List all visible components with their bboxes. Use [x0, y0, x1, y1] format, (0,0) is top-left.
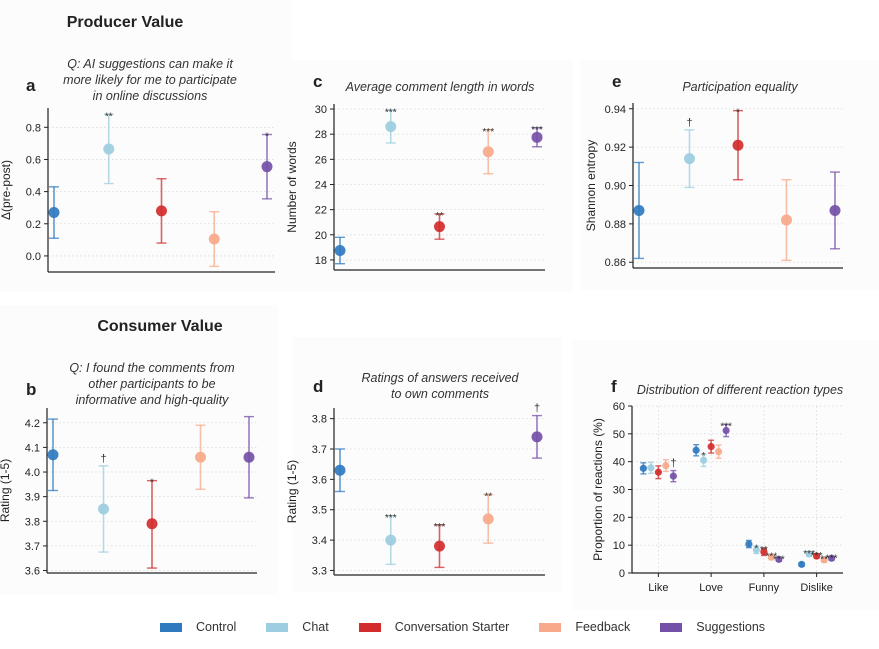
panel-title-line: to own comments	[391, 387, 489, 401]
legend-swatch	[660, 622, 683, 632]
panel-background-d	[292, 337, 562, 592]
panel-title-line: Q: I found the comments from	[69, 361, 235, 375]
panel-title-line: other participants to be	[88, 377, 216, 391]
legend-swatch	[160, 622, 182, 632]
panel-letter-e: e	[612, 72, 622, 91]
legend: Control Chat Conversation Starter Feedba…	[160, 620, 795, 634]
panel-title-line: more likely for me to participate	[63, 73, 237, 87]
legend-item-feedback: Feedback	[539, 620, 630, 634]
legend-item-conversation-starter: Conversation Starter	[358, 620, 510, 634]
panel-letter-d: d	[313, 377, 324, 396]
legend-item-control: Control	[160, 620, 236, 634]
legend-label: Conversation Starter	[394, 620, 510, 634]
producer-value-title: Producer Value	[66, 14, 184, 31]
panel-title-line: Ratings of answers received	[361, 371, 519, 385]
panel-background-producer	[0, 0, 292, 292]
legend-swatch	[266, 622, 289, 632]
panel-title-d: Ratings of answers received to own comme…	[350, 370, 530, 402]
panel-title-b: Q: I found the comments from other parti…	[62, 360, 242, 408]
legend-item-chat: Chat	[266, 620, 329, 634]
panel-background-e	[580, 60, 879, 290]
panel-letter-a: a	[26, 76, 36, 95]
consumer-value-title: Consumer Value	[97, 318, 223, 335]
panel-title-line: Q: AI suggestions can make it	[67, 57, 233, 71]
panel-title-f: Distribution of different reaction types	[630, 382, 850, 398]
panel-letter-b: b	[26, 380, 37, 399]
panel-title-line: in online discussions	[92, 89, 208, 103]
panel-title-a: Q: AI suggestions can make it more likel…	[60, 56, 240, 104]
legend-swatch	[358, 622, 381, 632]
panel-letter-c: c	[313, 72, 323, 91]
legend-item-suggestions: Suggestions	[660, 620, 765, 634]
panel-background-consumer	[0, 305, 278, 595]
panel-background-f	[572, 340, 879, 610]
legend-label: Control	[196, 620, 237, 634]
panel-title-c: Average comment length in words	[340, 79, 540, 95]
legend-label: Suggestions	[696, 620, 766, 634]
panel-title-line: informative and high-quality	[75, 393, 229, 407]
panel-title-line: Average comment length in words	[345, 80, 535, 94]
legend-label: Feedback	[575, 620, 631, 634]
legend-swatch	[539, 622, 562, 632]
panel-title-line: Participation equality	[682, 80, 798, 94]
panel-title-line: Distribution of different reaction types	[636, 383, 844, 397]
panel-title-e: Participation equality	[660, 79, 820, 95]
panel-letter-f: f	[611, 377, 617, 396]
legend-label: Chat	[302, 620, 329, 634]
